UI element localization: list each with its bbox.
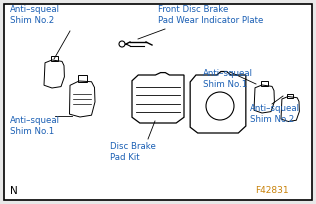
Text: Disc Brake
Pad Kit: Disc Brake Pad Kit (110, 142, 156, 162)
FancyBboxPatch shape (4, 4, 312, 200)
Text: Anti–squeal
Shim No.2: Anti–squeal Shim No.2 (10, 5, 60, 25)
Text: F42831: F42831 (255, 186, 289, 195)
Text: Front Disc Brake
Pad Wear Indicator Plate: Front Disc Brake Pad Wear Indicator Plat… (158, 5, 263, 25)
Text: Anti–squeal
Shim No.1: Anti–squeal Shim No.1 (10, 116, 60, 136)
Text: Anti–squeal
Shim No.1: Anti–squeal Shim No.1 (203, 69, 253, 89)
Text: N: N (10, 186, 18, 196)
Text: Anti–squeal
Shim No.2: Anti–squeal Shim No.2 (250, 104, 300, 124)
